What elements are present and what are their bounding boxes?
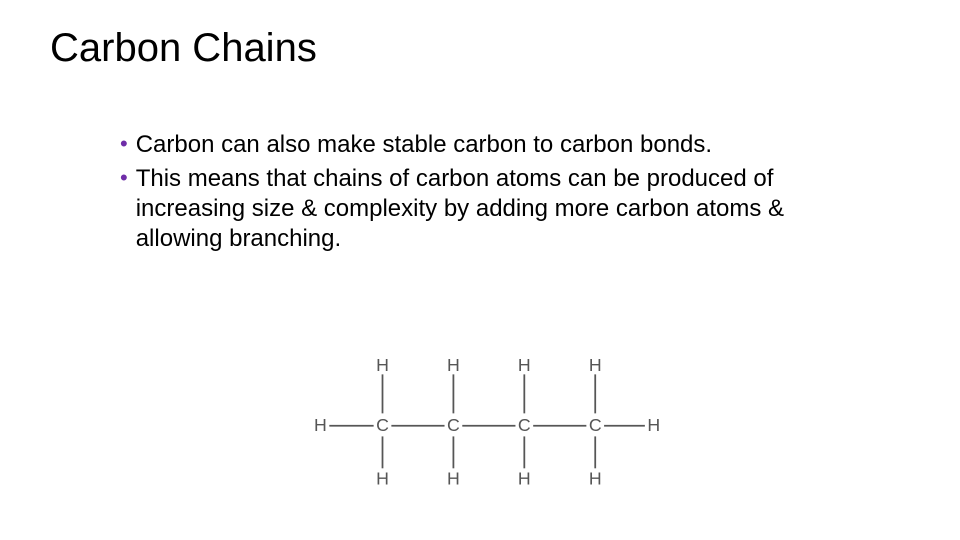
atom-h-bot-2: H [518, 468, 531, 488]
bullet-item: • This means that chains of carbon atoms… [120, 164, 820, 254]
atom-c-1: C [447, 415, 460, 435]
atom-h-bot-0: H [376, 468, 389, 488]
atom-c-3: C [589, 415, 602, 435]
atom-c-0: C [376, 415, 389, 435]
atom-h-top-2: H [518, 355, 531, 375]
atom-h-top-3: H [589, 355, 602, 375]
atom-h-left: H [314, 415, 327, 435]
slide: Carbon Chains • Carbon can also make sta… [0, 0, 960, 540]
bullet-icon: • [120, 164, 128, 193]
butane-structure-diagram: H H H H H C C C C H [285, 344, 675, 504]
atom-h-top-0: H [376, 355, 389, 375]
atom-h-right: H [647, 415, 660, 435]
atom-h-top-1: H [447, 355, 460, 375]
atom-c-2: C [518, 415, 531, 435]
bullet-icon: • [120, 130, 128, 159]
molecule-svg: H H H H H C C C C H [285, 344, 675, 504]
bullet-list: • Carbon can also make stable carbon to … [120, 130, 820, 258]
bullet-item: • Carbon can also make stable carbon to … [120, 130, 820, 160]
slide-title: Carbon Chains [50, 26, 317, 71]
bullet-text: This means that chains of carbon atoms c… [136, 164, 820, 254]
atom-h-bot-1: H [447, 468, 460, 488]
bullet-text: Carbon can also make stable carbon to ca… [136, 130, 820, 160]
atom-h-bot-3: H [589, 468, 602, 488]
